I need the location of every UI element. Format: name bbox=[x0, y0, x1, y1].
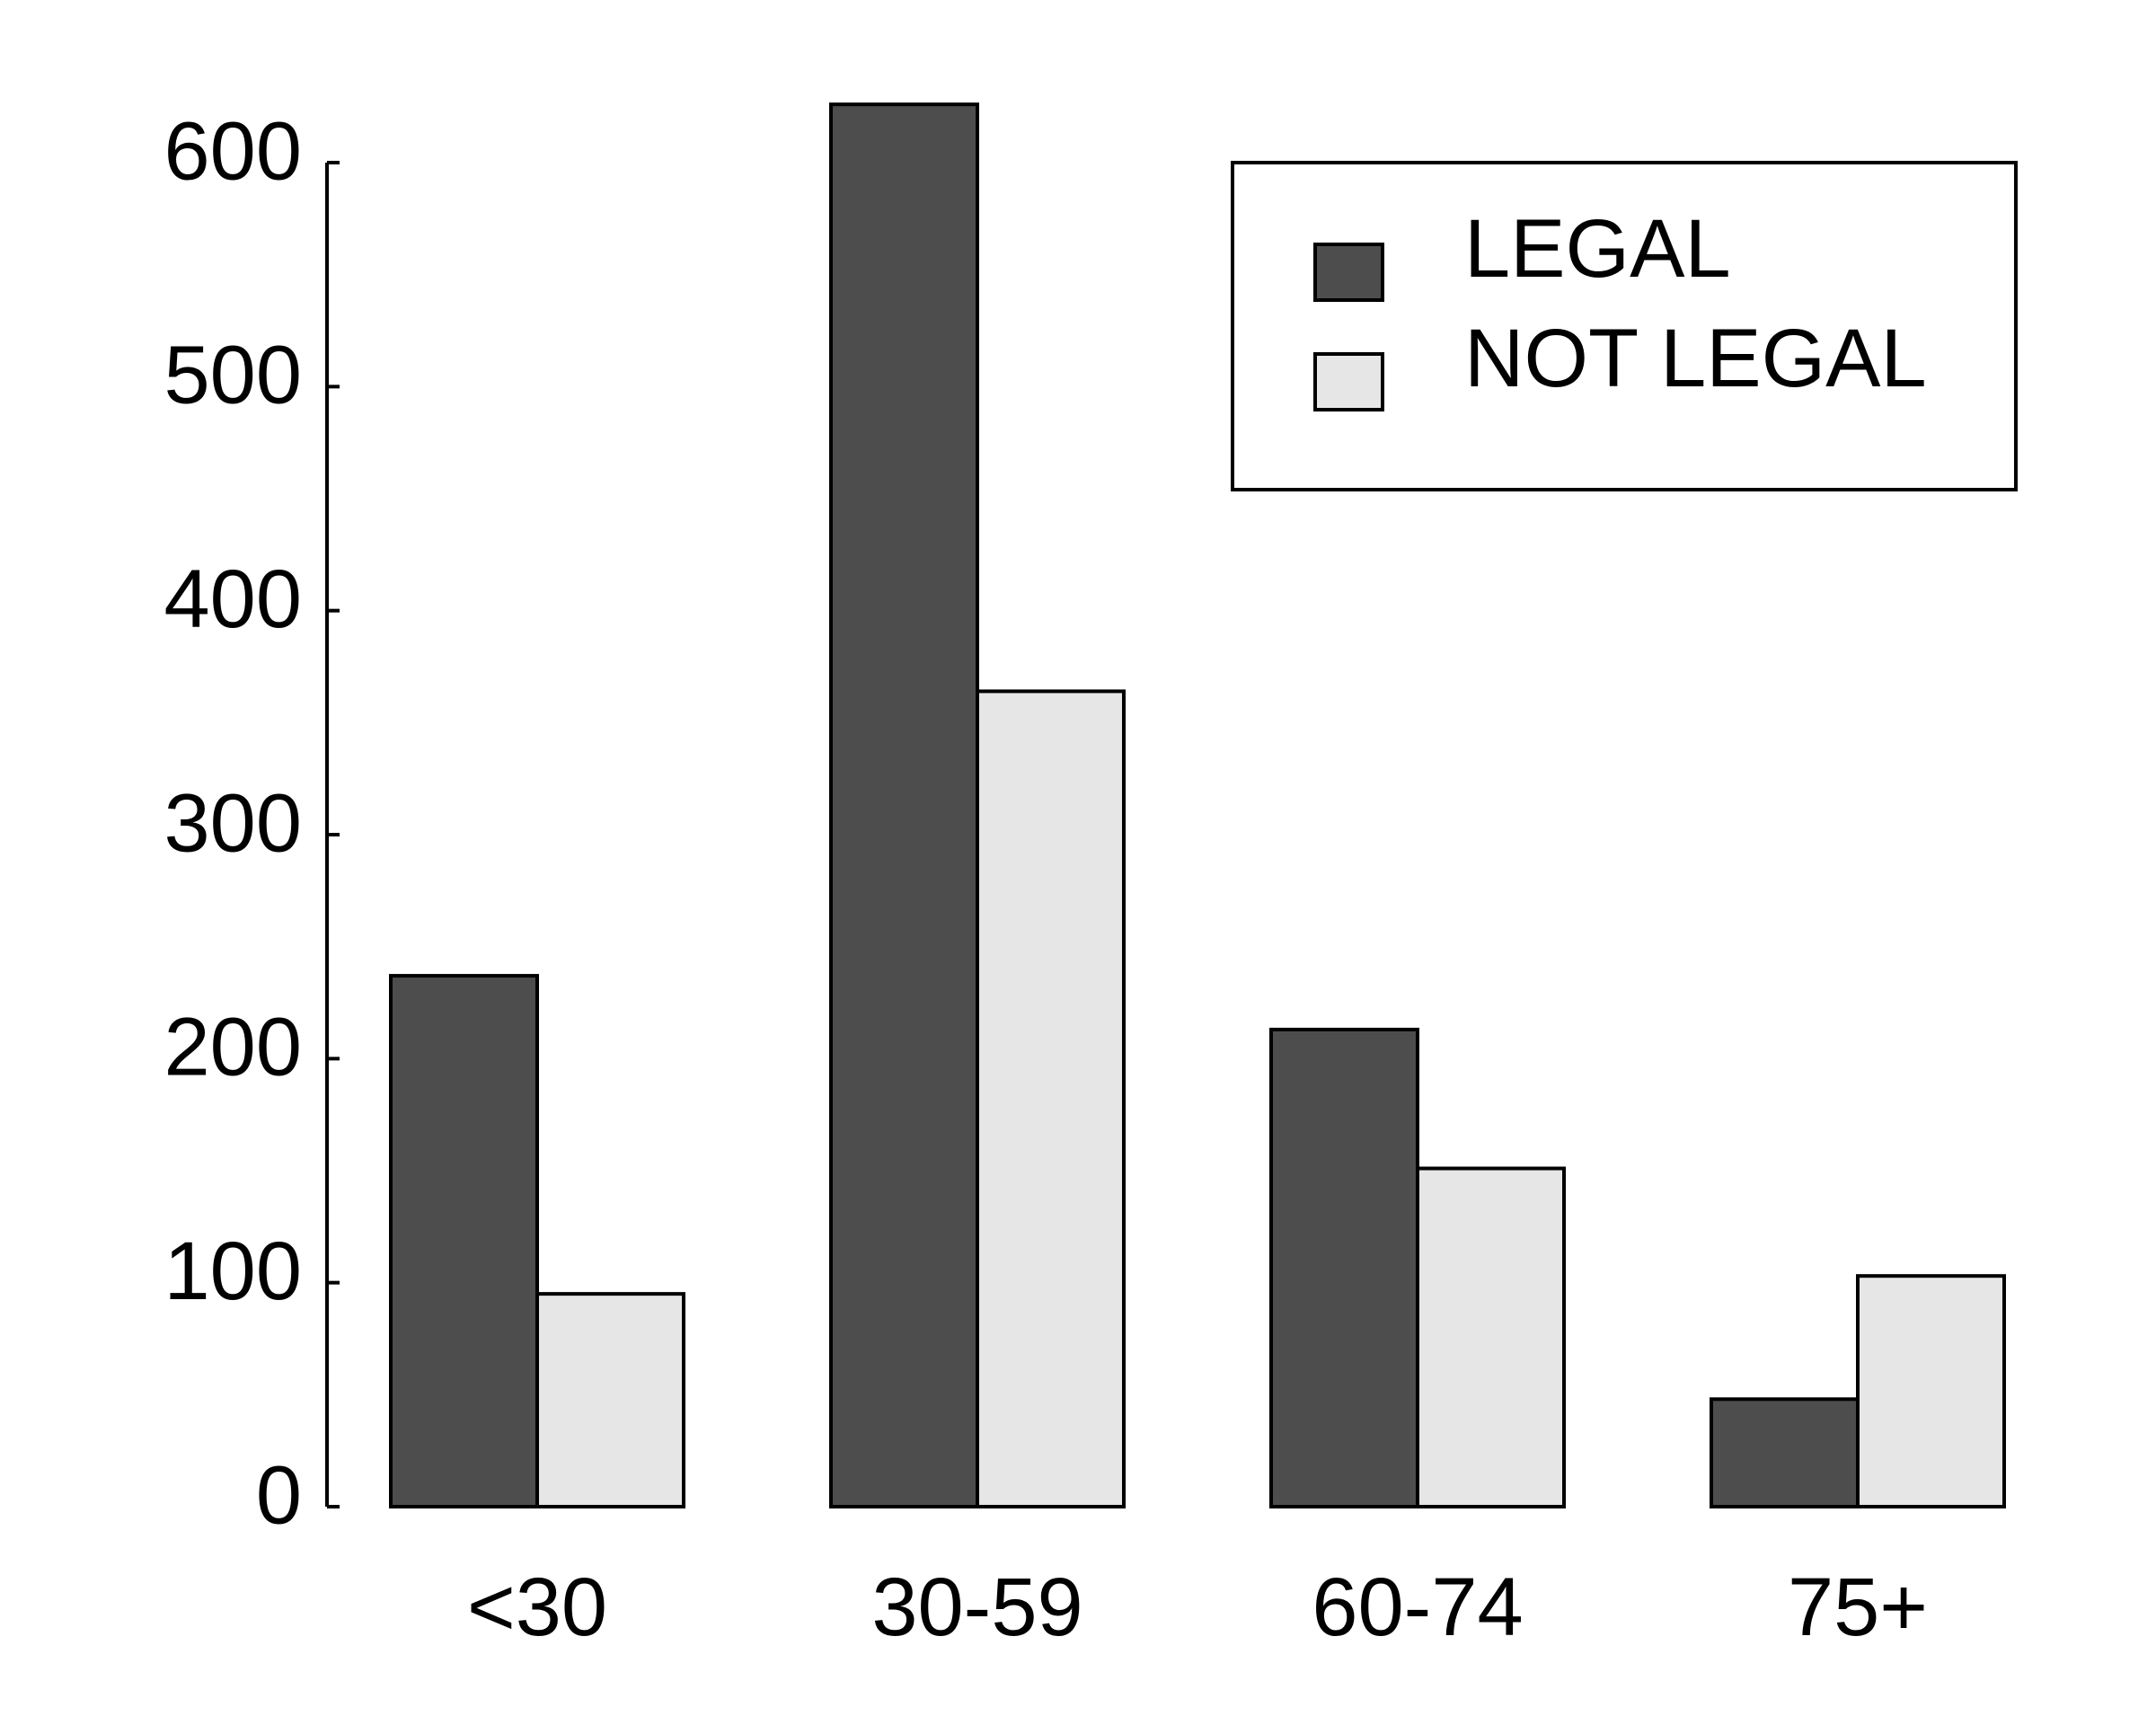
legend-box bbox=[1231, 161, 2018, 491]
bars bbox=[389, 102, 2006, 1509]
x-category-label: 30-59 bbox=[871, 1561, 1082, 1653]
bar-not-legal-3 bbox=[1856, 1274, 2006, 1508]
legend-swatch bbox=[1313, 352, 1384, 411]
x-category-label: 60-74 bbox=[1312, 1561, 1523, 1653]
y-tick-label: 300 bbox=[164, 777, 303, 869]
y-tick-label: 0 bbox=[256, 1449, 302, 1541]
bar-legal-2 bbox=[1269, 1027, 1419, 1509]
bar-not-legal-2 bbox=[1416, 1166, 1566, 1509]
x-category-label: <30 bbox=[467, 1561, 607, 1653]
bar-legal-3 bbox=[1710, 1397, 1860, 1508]
bar-not-legal-0 bbox=[535, 1292, 685, 1508]
bar-not-legal-1 bbox=[976, 689, 1126, 1508]
y-tick-label: 500 bbox=[164, 330, 303, 421]
bar-legal-1 bbox=[829, 102, 979, 1508]
y-tick-label: 600 bbox=[164, 105, 303, 197]
legend-label: NOT LEGAL bbox=[1464, 313, 1927, 404]
y-tick-label: 100 bbox=[164, 1225, 303, 1317]
x-axis-labels: <30 30-59 60-74 75+ bbox=[467, 1561, 1928, 1653]
x-category-label: 75+ bbox=[1788, 1561, 1928, 1653]
bar-legal-0 bbox=[389, 974, 539, 1508]
y-axis: 0 100 200 300 400 500 600 bbox=[164, 105, 340, 1541]
legend: LEGAL NOT LEGAL bbox=[1231, 161, 2018, 491]
y-tick-label: 400 bbox=[164, 553, 303, 645]
y-tick-label: 200 bbox=[164, 1002, 303, 1093]
legend-swatch bbox=[1313, 243, 1384, 302]
legend-label: LEGAL bbox=[1464, 203, 1731, 295]
